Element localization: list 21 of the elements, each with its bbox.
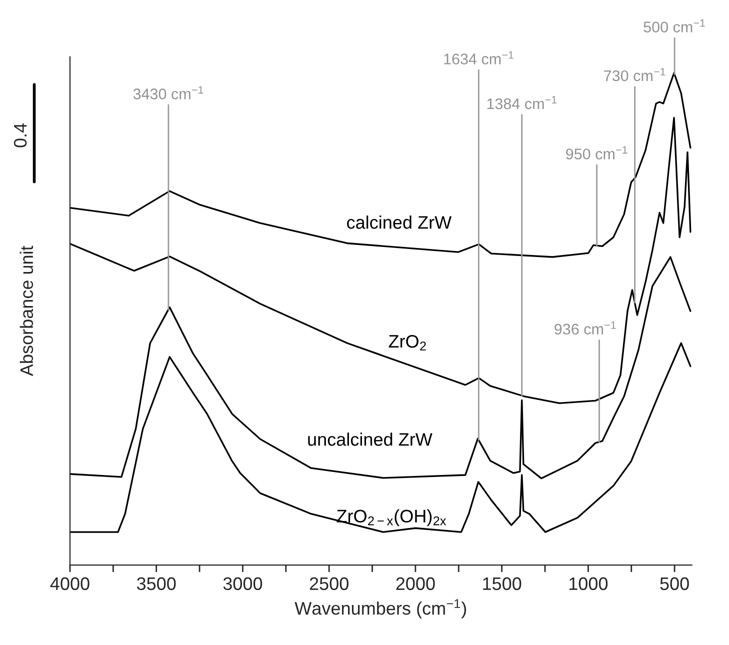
text: 0.4 [14, 123, 27, 148]
x-tick-label: 4000 [50, 577, 90, 590]
x-tick-label: 2500 [310, 577, 348, 590]
x-tick-label: 3000 [223, 577, 262, 590]
x-tick-label: 3500 [136, 577, 176, 590]
annotation: 1634 cm$^{−1}$ [444, 51, 514, 64]
annotation: 3430 cm$^{−1}$ [133, 86, 204, 100]
series-label: ZrO$_{2}$ [388, 334, 426, 350]
x-axis-title: Wavenumbers (cm$^{−1}$) [294, 599, 466, 618]
annotation: 936 cm$^{−1}$ [554, 321, 616, 335]
x-tick-label: 500 [660, 577, 689, 590]
x-tick-label: 2000 [396, 577, 435, 590]
annotation: 500 cm$^{−1}$ [644, 19, 705, 32]
series-label: uncalcined ZrW [308, 432, 432, 446]
y-axis-title: Absorbance unit [20, 246, 34, 376]
annotation: 730 cm$^{−1}$ [604, 68, 666, 82]
series-label: calcined ZrW [347, 216, 452, 229]
annotation: 950 cm$^{−1}$ [566, 146, 628, 160]
annotation: 1384 cm$^{−1}$ [487, 96, 557, 110]
x-tick-label: 1500 [483, 577, 522, 590]
x-tick-label: 1000 [569, 577, 608, 590]
